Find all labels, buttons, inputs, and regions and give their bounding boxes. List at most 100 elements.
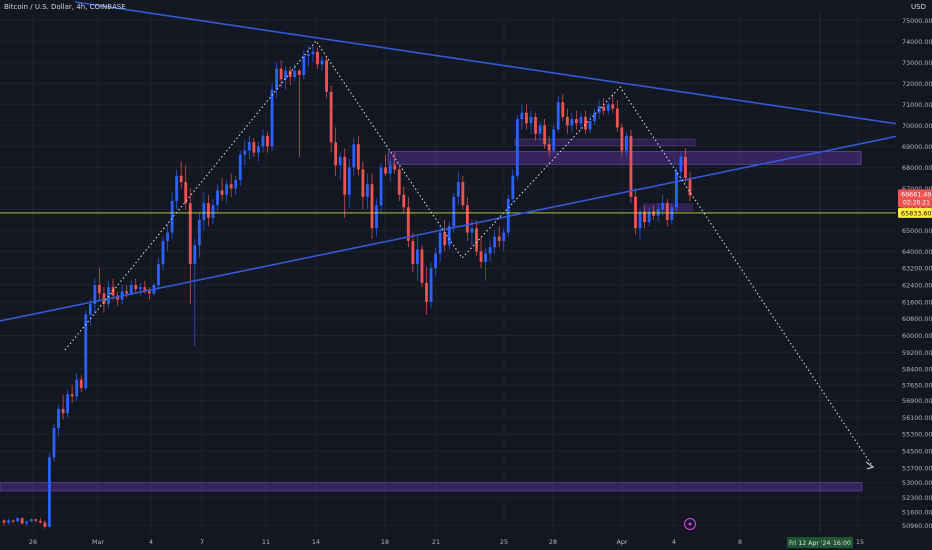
candle [475, 219, 478, 256]
candle [570, 112, 574, 132]
candle [297, 68, 301, 157]
candle [456, 171, 460, 206]
candle [207, 194, 210, 227]
candle [397, 165, 401, 202]
x-tick-label: 21 [432, 538, 440, 546]
candle [375, 198, 378, 237]
candle [16, 517, 20, 523]
candle [338, 152, 342, 180]
candle [334, 127, 338, 176]
y-tick-label: 53000.00 [902, 479, 932, 487]
descending-trendline [74, 1, 932, 130]
ascending-trendline [0, 128, 932, 322]
candle [229, 173, 233, 197]
candle [84, 310, 88, 391]
candle [552, 125, 556, 153]
candle [688, 171, 692, 202]
candle [352, 137, 356, 176]
candle [211, 198, 215, 225]
currency-label[interactable]: USD [911, 3, 926, 11]
candle [257, 142, 260, 162]
lightning-icon[interactable] [684, 518, 696, 530]
candle [225, 179, 229, 204]
candle [138, 282, 142, 296]
candle [11, 519, 15, 524]
candle [416, 236, 419, 281]
candle [88, 299, 92, 325]
candle [479, 236, 483, 269]
candle [107, 280, 110, 309]
last-price-label: 66661.49 [901, 191, 932, 199]
candle [34, 518, 38, 523]
candle [288, 66, 292, 86]
candle [356, 135, 360, 176]
candle [179, 161, 183, 189]
resistance-zone-upper [514, 138, 696, 146]
y-tick-label: 63200.00 [902, 265, 932, 273]
candle [266, 131, 269, 153]
y-tick-label: 73000.00 [902, 59, 932, 67]
candle [184, 165, 188, 210]
candle [243, 140, 247, 166]
candle [502, 228, 506, 252]
y-tick-label: 74000.00 [902, 38, 932, 46]
candle [620, 123, 624, 157]
candle [493, 230, 497, 254]
candle [129, 280, 133, 296]
candle [684, 148, 687, 183]
candle [647, 207, 651, 227]
candle [25, 520, 29, 527]
target-zone [0, 482, 863, 492]
candle [116, 291, 119, 307]
candle [29, 518, 33, 523]
candle [379, 163, 383, 214]
candle [661, 194, 665, 216]
candle [79, 375, 83, 393]
projection-path [64, 40, 874, 468]
candle-countdown-label: 02:26:21 [903, 200, 930, 207]
candle [461, 175, 465, 210]
candle [38, 518, 42, 524]
candle [584, 110, 587, 134]
x-tick-label: 14 [312, 538, 320, 546]
candle [316, 47, 319, 69]
candle [615, 100, 619, 132]
candle [679, 152, 683, 180]
candle [97, 268, 101, 300]
candle [202, 192, 206, 231]
candle [20, 517, 24, 525]
y-tick-label: 70000.00 [902, 122, 932, 130]
candle [216, 184, 219, 212]
x-tick-label: Mar [92, 538, 104, 546]
y-tick-label: 55300.00 [902, 431, 932, 439]
y-tick-label: 50960.00 [902, 522, 932, 530]
y-tick-label: 67000.00 [902, 185, 932, 193]
candle [597, 100, 601, 120]
y-tick-label: 68000.00 [902, 164, 932, 172]
candle [520, 104, 524, 130]
x-tick-label: 18 [381, 538, 389, 546]
y-tick-label: 53700.00 [902, 464, 932, 472]
candle [175, 169, 179, 210]
candle [629, 129, 633, 204]
candle [447, 222, 451, 250]
candle [575, 110, 578, 130]
crosshair-date-label: Fri 12 Apr '24 [789, 540, 830, 547]
x-tick-label: Apr [616, 538, 627, 546]
y-tick-label: 54500.00 [902, 448, 932, 456]
candle [302, 49, 306, 80]
candle [270, 83, 274, 151]
horizontal-line-price-label: 65833.60 [901, 209, 932, 217]
candle [370, 173, 374, 239]
candle [411, 232, 415, 273]
x-tick-label: 26 [29, 538, 37, 546]
candle [579, 112, 583, 130]
candle [325, 56, 328, 99]
candle [252, 137, 256, 157]
y-tick-label: 52300.00 [902, 494, 932, 502]
symbol-title: Bitcoin / U.S. Dollar, 4h, COINBASE [4, 3, 126, 11]
candle [434, 247, 437, 277]
candle [393, 152, 397, 174]
